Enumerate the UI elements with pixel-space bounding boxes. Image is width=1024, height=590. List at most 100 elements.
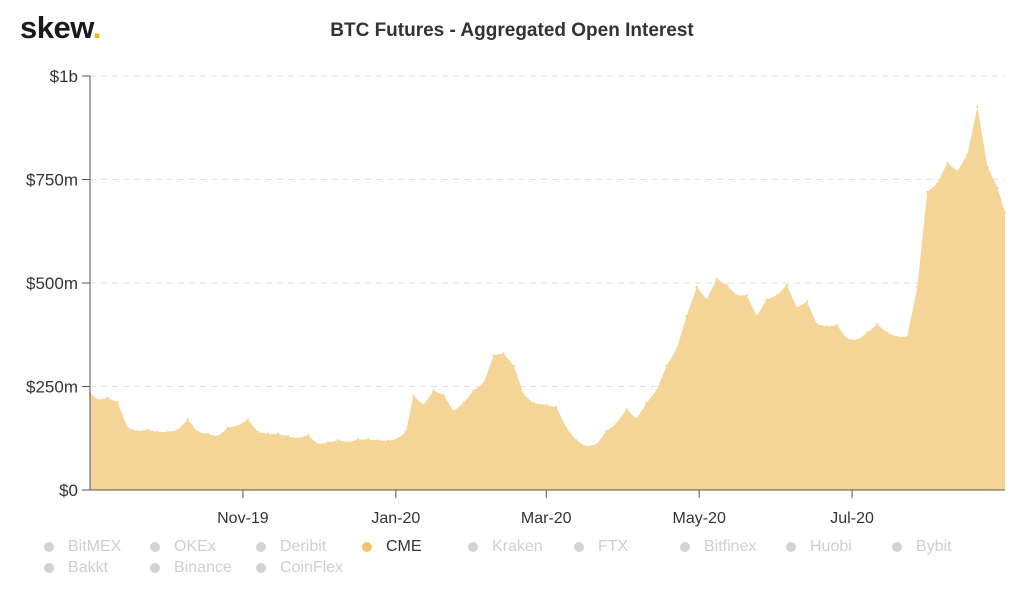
data-point [675, 348, 678, 351]
logo-dot: . [92, 10, 102, 45]
data-point [916, 285, 919, 289]
data-point [755, 314, 758, 318]
data-point [745, 294, 748, 297]
data-point [545, 403, 548, 407]
y-tick-label: $750m [26, 171, 78, 190]
data-point [825, 325, 829, 328]
legend-label: Deribit [280, 538, 327, 555]
x-tick-label: Jan-20 [371, 510, 420, 527]
data-point [146, 428, 149, 432]
legend-item-bitmex[interactable]: BitMEX [44, 538, 121, 556]
skew-logo: skew. [20, 10, 101, 46]
data-point [136, 430, 139, 433]
legend-dot-icon [256, 563, 266, 573]
data-point [996, 186, 999, 189]
legend-label: Kraken [492, 538, 543, 555]
data-point [615, 422, 618, 425]
data-point [216, 435, 219, 438]
data-point [645, 401, 648, 405]
legend-label: CoinFlex [280, 559, 344, 576]
data-point [246, 418, 250, 421]
legend-item-coinflex[interactable]: CoinFlex [256, 559, 343, 577]
data-point [835, 324, 839, 327]
data-point [206, 432, 209, 436]
legend-dot-icon [150, 563, 160, 573]
legend-item-bitfinex[interactable]: Bitfinex [680, 538, 756, 556]
legend-dot-icon [574, 542, 584, 552]
data-point [106, 396, 109, 400]
data-point [126, 426, 129, 430]
data-point [176, 428, 179, 432]
data-point [404, 430, 408, 434]
data-point [377, 439, 380, 442]
data-point [735, 294, 738, 297]
legend-dot-icon [256, 542, 266, 552]
data-point [256, 430, 260, 434]
data-point [896, 335, 899, 338]
legend-item-bybit[interactable]: Bybit [892, 538, 952, 556]
x-tick-label: Nov-19 [217, 510, 269, 527]
data-point [855, 338, 859, 342]
y-tick-label: $250m [26, 378, 78, 397]
data-point [116, 401, 119, 404]
legend-item-binance[interactable]: Binance [150, 559, 232, 577]
legend-label: CME [386, 538, 422, 555]
data-point [462, 401, 465, 405]
legend-item-huobi[interactable]: Huobi [786, 538, 852, 556]
data-point [347, 441, 350, 444]
data-point [502, 352, 505, 355]
data-point [1003, 211, 1007, 214]
legend-item-ftx[interactable]: FTX [574, 538, 628, 556]
data-point [845, 337, 849, 341]
legend-item-cme[interactable]: CME [362, 538, 422, 556]
data-point [306, 434, 310, 437]
data-point [946, 161, 949, 165]
data-point [482, 382, 485, 385]
data-point [357, 438, 360, 441]
legend-label: FTX [598, 538, 629, 555]
data-point [337, 439, 340, 442]
data-point [775, 294, 779, 297]
data-point [512, 364, 515, 367]
data-point [522, 393, 525, 396]
data-point [422, 403, 425, 407]
data-point [765, 298, 768, 301]
legend-dot-icon [150, 542, 160, 552]
data-point [432, 389, 435, 392]
data-point [936, 182, 939, 185]
data-point [665, 364, 668, 367]
data-point [442, 393, 445, 396]
legend-item-deribit[interactable]: Deribit [256, 538, 326, 556]
data-point [286, 435, 290, 438]
data-point [976, 105, 979, 109]
legend-label: BitMEX [68, 538, 122, 555]
legend-label: Bitfinex [704, 538, 757, 555]
data-point [785, 283, 789, 287]
data-point [595, 443, 598, 446]
y-tick-label: $1b [50, 67, 78, 86]
data-point [226, 426, 230, 430]
data-point [452, 410, 455, 413]
legend-item-kraken[interactable]: Kraken [468, 538, 543, 556]
legend-label: Bakkt [68, 559, 109, 576]
data-point [725, 283, 728, 287]
data-point [575, 439, 578, 442]
data-point [795, 306, 799, 309]
legend-item-okex[interactable]: OKEx [150, 538, 216, 556]
data-point [196, 430, 199, 434]
legend-label: Binance [174, 559, 232, 576]
legend-dot-icon [786, 542, 796, 552]
legend-label: Huobi [810, 538, 852, 555]
data-point [966, 153, 969, 156]
data-point [236, 424, 240, 427]
legend-dot-icon [362, 542, 372, 552]
data-point [605, 430, 608, 433]
data-point [585, 445, 588, 448]
data-point [397, 437, 400, 440]
legend-item-bakkt[interactable]: Bakkt [44, 559, 108, 577]
data-point [635, 417, 638, 420]
data-point [565, 426, 568, 430]
data-point [327, 441, 330, 444]
chart-title: BTC Futures - Aggregated Open Interest [330, 20, 694, 41]
